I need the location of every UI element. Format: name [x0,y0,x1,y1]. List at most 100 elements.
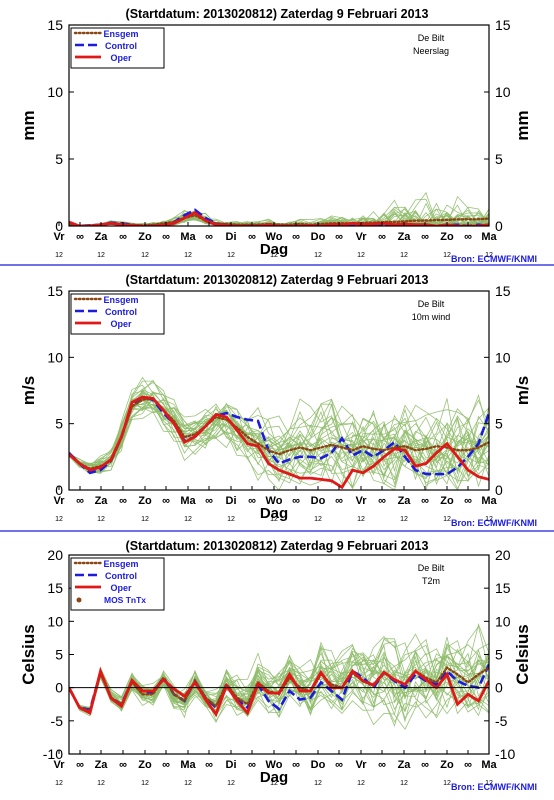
y-tick-label-right: 5 [495,647,503,663]
y-axis-label-right: m/s [513,376,532,405]
y-tick-label-right: 5 [495,151,503,167]
x-hour-label: 12 [270,516,278,523]
y-tick-label-left: 5 [55,151,63,167]
y-tick-label-right: 15 [495,17,511,33]
y-tick-label-right: 0 [495,218,503,234]
x-hour-label: 12 [97,780,105,787]
x-hour-label: 12 [357,516,365,523]
x-hour-label: 12 [443,252,451,259]
x-hour-label: 12 [141,252,149,259]
legend-swatch-mos [76,597,82,603]
x-halfday-symbol: ∞ [248,231,256,243]
y-tick-label-left: 5 [55,416,63,432]
x-halfday-symbol: ∞ [421,231,429,243]
y-tick-label-right: 15 [495,283,511,299]
x-halfday-symbol: ∞ [162,495,170,507]
panel-title: (Startdatum: 2013020812) Zaterdag 9 Febr… [126,273,429,287]
station-label: De Bilt [418,299,445,309]
x-halfday-symbol: ∞ [119,495,127,507]
y-tick-label-left: 20 [47,547,63,563]
source-label: Bron: ECMWF/KNMI [451,254,537,264]
x-day-label: Ma [180,495,196,507]
x-day-label: Zo [440,495,454,507]
x-hour-label: 12 [314,252,322,259]
ensemble-member-line [69,389,489,476]
x-hour-label: 12 [55,252,63,259]
x-day-label: Zo [138,759,152,771]
ensemble-member-line [69,642,489,728]
x-day-label: Di [226,495,237,507]
panel-1: (Startdatum: 2013020812) Zaterdag 9 Febr… [19,7,537,264]
y-tick-label-right: -5 [495,713,508,729]
legend: Ensgem Control Oper [70,27,165,69]
x-day-label: Zo [440,759,454,771]
x-halfday-symbol: ∞ [292,759,300,771]
ensemble-member-line [69,651,489,720]
x-hour-label: 12 [400,516,408,523]
x-hour-label: 12 [357,780,365,787]
x-hour-label: 12 [270,780,278,787]
y-tick-label-right: 5 [495,416,503,432]
legend: Ensgem Control Oper MOS TnTx [70,557,165,611]
legend-label-oper: Oper [110,319,132,329]
y-tick-label-right: 10 [495,613,511,629]
y-tick-label-right: 10 [495,84,511,100]
x-day-label: Wo [266,759,283,771]
ensemble-member-line [69,625,489,714]
y-tick-label-left: 10 [47,84,63,100]
x-day-label: Zo [440,231,454,243]
x-hour-label: 12 [227,516,235,523]
x-day-label: Vr [355,495,367,507]
x-hour-label: 12 [485,516,493,523]
y-axis-label-right: Celsius [513,624,532,684]
y-axis-label-right: mm [513,110,532,140]
x-halfday-symbol: ∞ [248,495,256,507]
variable-label: Neerslag [413,46,449,56]
x-hour-label: 12 [184,780,192,787]
x-day-label: Ma [180,231,196,243]
x-hour-label: 12 [184,516,192,523]
legend-label-ensgem: Ensgem [103,295,138,305]
x-day-label: Do [311,495,326,507]
x-halfday-symbol: ∞ [335,759,343,771]
x-hour-label: 12 [400,780,408,787]
variable-label: 10m wind [412,312,451,322]
x-day-label: Di [226,231,237,243]
x-axis-label: Dag [260,241,288,258]
x-day-label: Za [95,495,109,507]
panel-title: (Startdatum: 2013020812) Zaterdag 9 Febr… [126,7,429,21]
x-halfday-symbol: ∞ [76,495,84,507]
y-tick-label-left: 0 [55,680,63,696]
panel-title: (Startdatum: 2013020812) Zaterdag 9 Febr… [126,539,429,553]
y-tick-label-left: 10 [47,349,63,365]
x-halfday-symbol: ∞ [119,759,127,771]
y-tick-label-right: 20 [495,547,511,563]
variable-label: T2m [422,576,440,586]
y-tick-label-left: 15 [47,580,63,596]
y-axis-label-left: Celsius [19,624,38,684]
x-hour-label: 12 [400,252,408,259]
x-halfday-symbol: ∞ [378,231,386,243]
x-hour-label: 12 [141,780,149,787]
legend-label-ensgem: Ensgem [103,29,138,39]
y-tick-label-left: -10 [43,746,63,762]
ensemble-member-line [69,407,489,488]
ensemble-member-line [69,390,489,481]
x-halfday-symbol: ∞ [292,495,300,507]
source-label: Bron: ECMWF/KNMI [451,782,537,792]
x-halfday-symbol: ∞ [292,231,300,243]
legend-box [70,293,165,335]
x-hour-label: 12 [314,780,322,787]
x-halfday-symbol: ∞ [76,231,84,243]
legend: Ensgem Control Oper [70,293,165,335]
x-halfday-symbol: ∞ [378,495,386,507]
ensemble-members [69,376,489,490]
source-label: Bron: ECMWF/KNMI [451,518,537,528]
x-hour-label: 12 [55,780,63,787]
x-hour-label: 12 [485,252,493,259]
x-halfday-symbol: ∞ [335,495,343,507]
legend-label-control: Control [105,571,137,581]
x-halfday-symbol: ∞ [205,495,213,507]
legend-label-mos: MOS TnTx [104,595,146,605]
